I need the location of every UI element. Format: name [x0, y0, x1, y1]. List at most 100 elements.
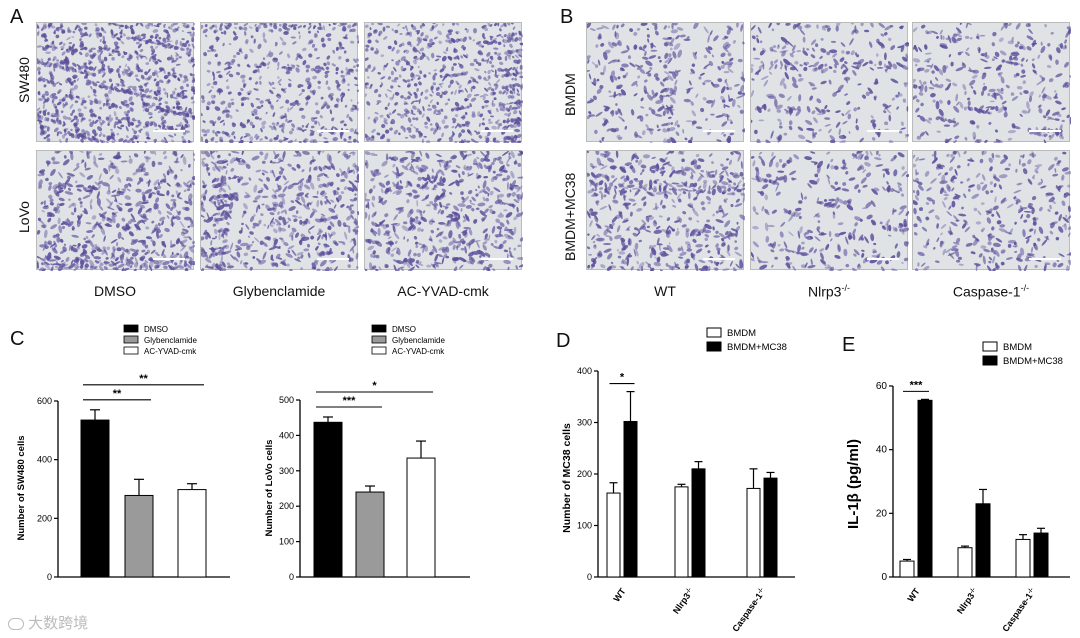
panel-label-b: B [560, 6, 574, 28]
chart-e-y-tick-label: 40 [876, 445, 888, 456]
chart-e-legend-swatch [982, 341, 998, 352]
micrograph-b-2-1 [586, 150, 745, 271]
chart-d-legend-label: BMDM+MC38 [727, 342, 787, 353]
micrograph-a-2-2 [200, 150, 359, 271]
chart-d-bar [674, 486, 689, 578]
panel-b-col-label-caspase1: Caspase-1-/- [952, 283, 1030, 300]
chart-c1-significance-label: ** [139, 373, 148, 385]
scale-bar [317, 258, 349, 260]
micrograph-a-2-3 [364, 150, 523, 271]
scale-bar [481, 258, 513, 260]
chart-e-bar [899, 560, 915, 578]
scale-bar [317, 130, 349, 132]
chart-c2-legend-label: AC-YVAD-cmk [392, 347, 445, 356]
panel-label-c: C [10, 328, 25, 350]
chart-d-x-tick-label: Caspase-1-/- [730, 586, 767, 633]
chart-c1-y-axis-label: Number of SW480 cells [16, 435, 27, 540]
micrograph-a-1-3 [364, 22, 523, 143]
chart-c1-bar [80, 419, 110, 578]
micrograph-b-2-3 [912, 150, 1071, 271]
micrograph-a-1-1 [36, 22, 195, 143]
chart-d-y-tick-label: 400 [577, 366, 592, 376]
micrograph-a-2-1 [36, 150, 195, 271]
panel-a-col-label-dmso: DMSO [94, 283, 136, 299]
chart-c2-y-tick-label: 300 [279, 466, 294, 476]
chart-e-bar [1033, 532, 1049, 578]
chart-e-y-tick-label: 60 [876, 381, 888, 392]
chart-d-y-tick-label: 100 [577, 521, 592, 531]
chart-c2-bar [355, 491, 385, 578]
chart-c2-legend-swatch [371, 346, 387, 355]
chart-c1-y-tick-label: 200 [37, 513, 52, 523]
chart-c2-y-tick-label: 0 [289, 572, 294, 582]
scale-bar [703, 258, 735, 260]
chart-c2-y-tick-label: 400 [279, 430, 294, 440]
scale-bar [703, 130, 735, 132]
chart-d-y-tick-label: 0 [587, 572, 592, 582]
micrograph-a-1-2 [200, 22, 359, 143]
scale-bar [867, 258, 899, 260]
scale-bar [153, 130, 185, 132]
micrograph-b-2-2 [750, 150, 909, 271]
chart-c1-legend-swatch [123, 335, 139, 344]
panel-a-col-label-acyvad: AC-YVAD-cmk [397, 283, 489, 299]
chart-e-x-tick-label: WT [905, 586, 922, 604]
chart-c1-significance-label: ** [113, 388, 122, 400]
chart-c1-legend-label: AC-YVAD-cmk [144, 347, 197, 356]
chart-c1-y-tick-label: 600 [37, 396, 52, 406]
chart-d-bar [746, 487, 761, 578]
scale-bar [153, 258, 185, 260]
watermark-icon [8, 618, 24, 631]
panel-a-col-label-glybenclamide: Glybenclamide [232, 283, 326, 299]
chart-e-x-tick-label: Caspase-1-/- [1000, 586, 1037, 633]
chart-c1-legend-swatch [123, 324, 139, 333]
chart-e-bar [975, 503, 991, 578]
chart-c2-legend-swatch [371, 335, 387, 344]
chart-e-bar [917, 399, 933, 578]
chart-e-legend-label: BMDM+MC38 [1003, 356, 1063, 367]
chart-d-legend-swatch [706, 341, 722, 352]
chart-c1-bar [177, 489, 207, 578]
scale-bar [867, 130, 899, 132]
chart-c2-y-tick-label: 100 [279, 537, 294, 547]
micrograph-b-1-2 [750, 22, 909, 143]
chart-c1-y-tick-label: 0 [47, 572, 52, 582]
chart-e-y-axis-label: IL-1β (pg/ml) [845, 439, 862, 529]
chart-e-legend-label: BMDM [1003, 342, 1032, 353]
scale-bar [481, 130, 513, 132]
chart-d-x-tick-label: WT [611, 586, 628, 604]
chart-c2-significance-label: *** [343, 395, 357, 407]
chart-d-significance-label: * [620, 372, 625, 384]
chart-c2-y-axis-label: Number of LoVo cells [264, 440, 275, 537]
chart-d-y-tick-label: 200 [577, 469, 592, 479]
chart-d-legend-swatch [706, 327, 722, 338]
chart-c1-legend-swatch [123, 346, 139, 355]
chart-d-y-axis-label: Number of MC38 cells [561, 423, 573, 533]
chart-d-y-tick-label: 300 [577, 418, 592, 428]
chart-c2-legend-label: Glybenclamide [392, 336, 445, 345]
chart-c1-legend-label: DMSO [144, 325, 168, 334]
chart-d-x-tick-label: Nlrp3-/- [671, 586, 696, 615]
panel-b-col-label-nlrp3: Nlrp3-/- [808, 283, 850, 300]
chart-c2-legend-label: DMSO [392, 325, 416, 334]
panel-label-a: A [10, 6, 24, 28]
chart-d-bar [623, 420, 638, 578]
chart-d-legend-label: BMDM [727, 328, 756, 339]
chart-d-bar [606, 492, 621, 578]
watermark-logo: 大数跨境 [8, 612, 88, 633]
chart-c2-bar [313, 421, 343, 578]
chart-c2-legend-swatch [371, 324, 387, 333]
chart-c2-significance-label: * [372, 380, 377, 392]
chart-e-bar [1015, 538, 1031, 578]
micrograph-b-1-3 [912, 22, 1071, 143]
chart-e-y-tick-label: 20 [876, 508, 888, 519]
scale-bar [1029, 258, 1061, 260]
chart-e-significance-label: *** [910, 379, 924, 391]
chart-c2-y-tick-label: 200 [279, 501, 294, 511]
scale-bar [1029, 130, 1061, 132]
panel-label-d: D [556, 330, 571, 352]
chart-c1-bar [124, 494, 154, 578]
panel-b-col-label-wt: WT [654, 283, 676, 299]
chart-c2-bar [406, 457, 436, 578]
